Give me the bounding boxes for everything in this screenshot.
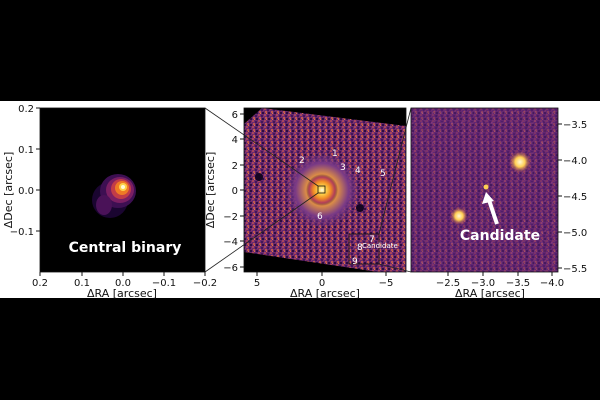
source-label: 5 — [380, 169, 386, 179]
source-labels: 1 2 3 4 5 6 7 8 9 — [299, 149, 386, 267]
left-xlabel: ΔRA [arcsec] — [87, 287, 157, 300]
right-ytick-label: −3.5 — [563, 120, 587, 131]
right-xlabel: ΔRA [arcsec] — [455, 287, 525, 300]
source-label: 2 — [299, 156, 305, 166]
middle-ytick-label: 2 — [232, 161, 238, 172]
right-ytick-label: −4.0 — [563, 156, 587, 167]
left-yticks: 0.2 0.1 0.0 −0.1 — [10, 104, 40, 238]
center-inset-box — [317, 185, 326, 194]
candidate-point — [483, 184, 489, 190]
middle-xtick-label: −5 — [379, 278, 394, 289]
source-label: 1 — [332, 149, 338, 159]
left-ytick-label: −0.1 — [10, 227, 34, 238]
left-ytick-label: 0.2 — [18, 104, 34, 115]
source-label: 7 — [369, 235, 375, 245]
left-panel: Central binary 0.2 0.1 0.0 −0.1 −0.2 0.2… — [2, 104, 217, 300]
candidate-arrow-icon — [482, 192, 499, 225]
left-xtick-label: 0.1 — [74, 278, 90, 289]
right-xticks: −2.5 −3.0 −3.5 −4.0 — [436, 272, 564, 289]
right-yticks: −3.5 −4.0 −4.5 −5.0 −5.5 — [558, 120, 587, 275]
left-xtick-label: 0.2 — [32, 278, 48, 289]
source-label: 9 — [352, 257, 358, 267]
right-ytick-label: −5.0 — [563, 228, 587, 239]
middle-xtick-label: 5 — [254, 278, 260, 289]
middle-yticks: 6 4 2 0 −2 −4 −6 — [223, 110, 244, 274]
middle-ylabel: ΔDec [arcsec] — [204, 152, 217, 229]
middle-xticks: 5 0 −5 — [254, 272, 394, 289]
middle-xlabel: ΔRA [arcsec] — [290, 287, 360, 300]
left-ytick-label: 0.0 — [18, 186, 34, 197]
middle-xtick-label: 0 — [319, 278, 325, 289]
right-panel: Candidate −2.5 −3.0 −3.5 −4.0 −3.5 −4.0 … — [410, 107, 587, 300]
right-ytick-label: −4.5 — [563, 192, 587, 203]
bright-star-lower — [450, 207, 468, 225]
candidate-inset-box — [348, 233, 380, 265]
source-label: 3 — [340, 163, 346, 173]
source-label: 8 — [357, 243, 363, 253]
left-xtick-label: −0.2 — [193, 278, 217, 289]
central-star — [306, 174, 338, 206]
middle-ytick-label: 0 — [232, 186, 238, 197]
left-xtick-label: −0.1 — [152, 278, 176, 289]
source-label: 4 — [355, 166, 361, 176]
right-xtick-label: −3.5 — [506, 278, 530, 289]
left-ytick-label: 0.1 — [18, 145, 34, 156]
right-xtick-label: −2.5 — [436, 278, 460, 289]
right-xtick-label: −4.0 — [540, 278, 564, 289]
left-ylabel: ΔDec [arcsec] — [2, 152, 15, 229]
left-xticks: 0.2 0.1 0.0 −0.1 −0.2 — [32, 272, 217, 289]
bright-star-upper — [509, 151, 531, 173]
candidate-small-label: Candidate — [362, 242, 398, 250]
central-binary-blob — [92, 174, 136, 218]
middle-ytick-label: −6 — [223, 263, 238, 274]
middle-ytick-label: 4 — [232, 135, 238, 146]
middle-panel: 1 2 3 4 5 6 7 8 9 Candidate 5 0 −5 — [204, 107, 407, 300]
middle-ytick-label: −2 — [223, 212, 238, 223]
left-xtick-label: 0.0 — [115, 278, 131, 289]
right-ytick-label: −5.5 — [563, 264, 587, 275]
right-xtick-label: −3.0 — [471, 278, 495, 289]
central-binary-label: Central binary — [69, 240, 182, 256]
source-label: 6 — [317, 212, 323, 222]
middle-ytick-label: −4 — [223, 237, 238, 248]
zoom-connectors — [204, 107, 412, 273]
candidate-label: Candidate — [460, 228, 540, 244]
middle-ytick-label: 6 — [232, 110, 238, 121]
